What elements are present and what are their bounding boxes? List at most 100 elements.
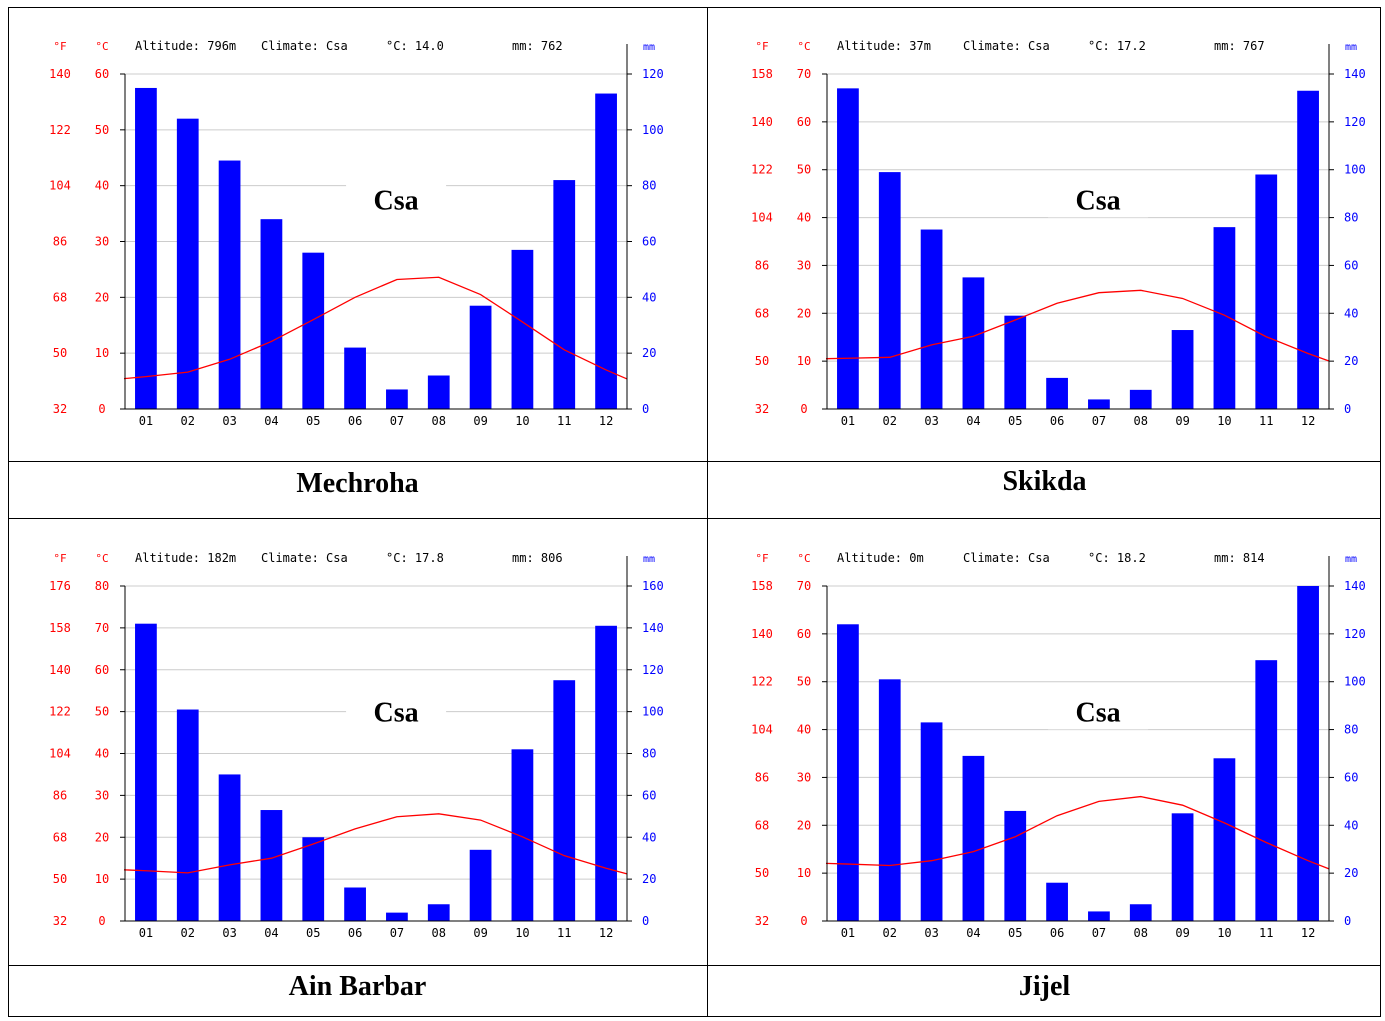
- celsius-tick-label: 60: [797, 115, 811, 129]
- climate-label: Climate: Csa: [963, 551, 1050, 565]
- mm-tick-label: 140: [642, 621, 664, 635]
- climate-chart-jijel: °F °C mm Altitude: 0m Climate: Csa °C: 18.2 mm…: [751, 551, 1366, 940]
- temperature-line: [825, 289, 1330, 362]
- mm-tick-label: 80: [1344, 211, 1358, 225]
- celsius-unit-label: °C: [95, 40, 108, 53]
- precip-bar: [386, 389, 408, 409]
- month-label: 09: [1175, 926, 1189, 940]
- precip-bar: [837, 624, 859, 921]
- climate-chart-skikda: °F °C mm Altitude: 37m Climate: Csa °C: 17.2 m…: [751, 39, 1366, 428]
- month-label: 12: [1301, 414, 1315, 428]
- caption-mechroha: Mechroha: [296, 468, 419, 499]
- celsius-tick-label: 0: [98, 914, 105, 928]
- celsius-tick-label: 50: [797, 163, 811, 177]
- precip-bar: [469, 305, 492, 409]
- fahrenheit-tick-label: 104: [49, 179, 71, 193]
- month-label: 05: [1008, 926, 1022, 940]
- celsius-tick-label: 0: [800, 914, 807, 928]
- month-label: 08: [432, 926, 446, 940]
- fahrenheit-tick-label: 104: [751, 723, 773, 737]
- precip-bar: [1297, 90, 1319, 409]
- month-label: 07: [1092, 926, 1106, 940]
- fahrenheit-tick-label: 140: [751, 115, 773, 129]
- classification-label: Csa: [374, 697, 419, 728]
- precip-bar: [344, 887, 366, 921]
- mm-tick-label: 0: [642, 402, 649, 416]
- mm-unit-label: mm: [643, 42, 655, 53]
- climate-label: Climate: Csa: [261, 39, 348, 53]
- classification-backdrop: [346, 691, 447, 730]
- annual-precip-label: mm: 814: [1214, 551, 1265, 565]
- fahrenheit-tick-label: 86: [755, 258, 769, 272]
- celsius-tick-label: 30: [797, 258, 811, 272]
- precip-bar: [427, 904, 450, 921]
- month-label: 09: [1175, 414, 1189, 428]
- precip-bar: [920, 722, 943, 921]
- mm-tick-label: 160: [642, 579, 664, 593]
- mm-tick-label: 100: [642, 123, 664, 137]
- month-label: 11: [557, 926, 571, 940]
- month-label: 03: [924, 414, 938, 428]
- celsius-tick-label: 50: [95, 123, 109, 137]
- altitude-label: Altitude: 182m: [135, 551, 236, 565]
- mm-tick-label: 20: [1344, 354, 1358, 368]
- month-label: 07: [390, 414, 404, 428]
- mm-unit-label: mm: [643, 554, 655, 565]
- precip-bar: [218, 774, 241, 921]
- fahrenheit-tick-label: 122: [49, 123, 71, 137]
- mm-tick-label: 40: [642, 830, 656, 844]
- celsius-tick-label: 40: [797, 211, 811, 225]
- mean-temp-label: °C: 17.2: [1088, 39, 1146, 53]
- month-label: 08: [432, 414, 446, 428]
- mm-tick-label: 0: [1344, 914, 1351, 928]
- month-label: 01: [139, 926, 153, 940]
- fahrenheit-tick-label: 32: [755, 914, 769, 928]
- precip-bar: [1004, 315, 1027, 409]
- precip-bar: [1255, 174, 1278, 409]
- precip-bar: [260, 810, 283, 921]
- celsius-tick-label: 40: [95, 179, 109, 193]
- mm-tick-label: 0: [642, 914, 649, 928]
- precip-bar: [1088, 399, 1110, 409]
- fahrenheit-tick-label: 140: [751, 627, 773, 641]
- month-label: 02: [181, 414, 195, 428]
- mm-tick-label: 80: [1344, 723, 1358, 737]
- fahrenheit-tick-label: 158: [751, 67, 773, 81]
- precip-bar: [1213, 227, 1236, 409]
- celsius-tick-label: 70: [797, 67, 811, 81]
- table-vertical-divider: [707, 7, 708, 1017]
- precip-bar: [218, 160, 241, 409]
- precip-bar: [962, 277, 985, 409]
- celsius-tick-label: 50: [797, 675, 811, 689]
- mm-tick-label: 100: [1344, 163, 1366, 177]
- mm-unit-label: mm: [1345, 554, 1357, 565]
- fahrenheit-tick-label: 50: [755, 866, 769, 880]
- annual-precip-label: mm: 762: [512, 39, 563, 53]
- mm-tick-label: 20: [642, 346, 656, 360]
- precip-bar: [302, 252, 325, 409]
- month-label: 11: [557, 414, 571, 428]
- month-label: 08: [1134, 414, 1148, 428]
- celsius-tick-label: 70: [95, 621, 109, 635]
- month-label: 10: [515, 926, 529, 940]
- celsius-tick-label: 30: [95, 235, 109, 249]
- fahrenheit-tick-label: 50: [53, 872, 67, 886]
- celsius-tick-label: 0: [800, 402, 807, 416]
- precip-bar: [595, 93, 617, 409]
- mm-tick-label: 40: [1344, 818, 1358, 832]
- fahrenheit-tick-label: 122: [49, 705, 71, 719]
- mm-tick-label: 120: [642, 67, 664, 81]
- month-label: 04: [966, 414, 980, 428]
- month-label: 06: [1050, 414, 1064, 428]
- month-label: 06: [1050, 926, 1064, 940]
- mm-tick-label: 60: [642, 788, 656, 802]
- climate-label: Climate: Csa: [261, 551, 348, 565]
- precip-bar: [344, 347, 366, 409]
- mm-tick-label: 60: [1344, 258, 1358, 272]
- table-divider-bottom-caption: [8, 965, 1381, 966]
- precip-bar: [920, 229, 943, 409]
- celsius-tick-label: 70: [797, 579, 811, 593]
- temperature-line: [825, 795, 1330, 870]
- temperature-line: [123, 276, 628, 380]
- precip-bar: [386, 912, 408, 921]
